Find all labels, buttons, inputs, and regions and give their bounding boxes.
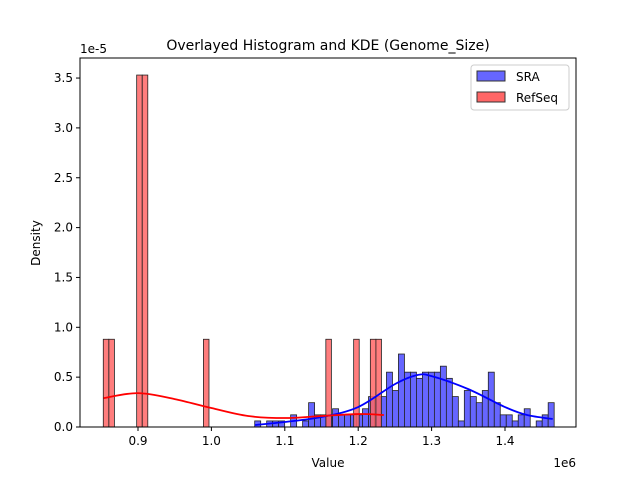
- bar-sra: [517, 414, 525, 428]
- legend-label-refseq: RefSeq: [516, 91, 558, 105]
- bar-sra: [398, 353, 405, 428]
- bar-sra: [439, 365, 447, 428]
- bar-sra: [523, 408, 531, 428]
- bar-sra: [505, 414, 513, 428]
- x-tick-label: 0.9: [128, 434, 147, 448]
- bar-sra: [427, 371, 435, 428]
- x-tick-label: 1.2: [349, 434, 368, 448]
- y-tick-label: 2.5: [54, 171, 73, 185]
- bar-refseq: [203, 338, 210, 428]
- bar-refseq: [136, 74, 143, 428]
- x-tick-label: 1.0: [202, 434, 221, 448]
- kde-line-sra: [254, 373, 553, 426]
- bar-sra: [422, 371, 429, 428]
- bar-sra: [338, 414, 345, 428]
- y-tick-label: 3.5: [54, 71, 73, 85]
- bar-sra: [541, 414, 549, 428]
- legend-label-sra: SRA: [516, 70, 540, 84]
- bar-sra: [386, 371, 393, 428]
- chart-title: Overlayed Histogram and KDE (Genome_Size…: [166, 38, 489, 54]
- kde-line-refseq: [103, 392, 384, 419]
- bar-sra: [416, 377, 423, 428]
- bar-sra: [463, 390, 471, 428]
- bar-sra: [445, 377, 453, 428]
- bar-sra: [308, 402, 316, 428]
- x-offset-label: 1e6: [553, 456, 576, 470]
- x-axis-ticks: 0.9 1.0 1.1 1.2 1.3 1.4: [128, 427, 515, 448]
- y-tick-label: 1.0: [54, 320, 73, 334]
- bar-sra: [433, 371, 441, 428]
- x-tick-label: 1.1: [275, 434, 294, 448]
- bar-refseq: [102, 338, 110, 428]
- axes-frame: [79, 57, 577, 428]
- bar-sra: [547, 402, 555, 428]
- bar-sra: [499, 414, 507, 428]
- y-tick-label: 3.0: [54, 121, 73, 135]
- bar-refseq: [141, 74, 149, 428]
- bar-sra: [404, 371, 411, 428]
- bar-refseq: [325, 338, 332, 428]
- y-axis-ticks: 0.0 0.5 1.0 1.5 2.0 2.5 3.0 3.5: [54, 71, 80, 434]
- y-axis-label: Density: [29, 220, 43, 266]
- y-tick-label: 2.0: [54, 221, 73, 235]
- bar-sra: [493, 402, 501, 428]
- legend-swatch-sra: [476, 70, 506, 82]
- bar-sra: [475, 402, 483, 428]
- x-axis-label: Value: [312, 456, 345, 470]
- kde-curves: [103, 373, 553, 426]
- y-tick-label: 0.0: [54, 420, 73, 434]
- bar-sra: [511, 420, 519, 428]
- bar-sra: [469, 396, 477, 428]
- bar-refseq: [108, 338, 115, 428]
- bar-sra: [362, 408, 369, 428]
- bar-sra: [535, 420, 543, 428]
- bar-sra: [392, 390, 399, 428]
- y-offset-label: 1e-5: [80, 42, 107, 56]
- bar-sra: [332, 408, 339, 428]
- bar-sra: [302, 420, 310, 428]
- x-tick-label: 1.3: [422, 434, 441, 448]
- legend-swatch-refseq: [476, 91, 506, 103]
- bar-sra: [457, 420, 465, 428]
- y-tick-label: 0.5: [54, 370, 73, 384]
- legend: SRA RefSeq: [470, 64, 570, 111]
- bar-sra: [410, 371, 417, 428]
- bar-sra: [344, 414, 351, 428]
- bar-sra: [451, 396, 459, 428]
- x-tick-label: 1.4: [495, 434, 514, 448]
- y-tick-label: 1.5: [54, 270, 73, 284]
